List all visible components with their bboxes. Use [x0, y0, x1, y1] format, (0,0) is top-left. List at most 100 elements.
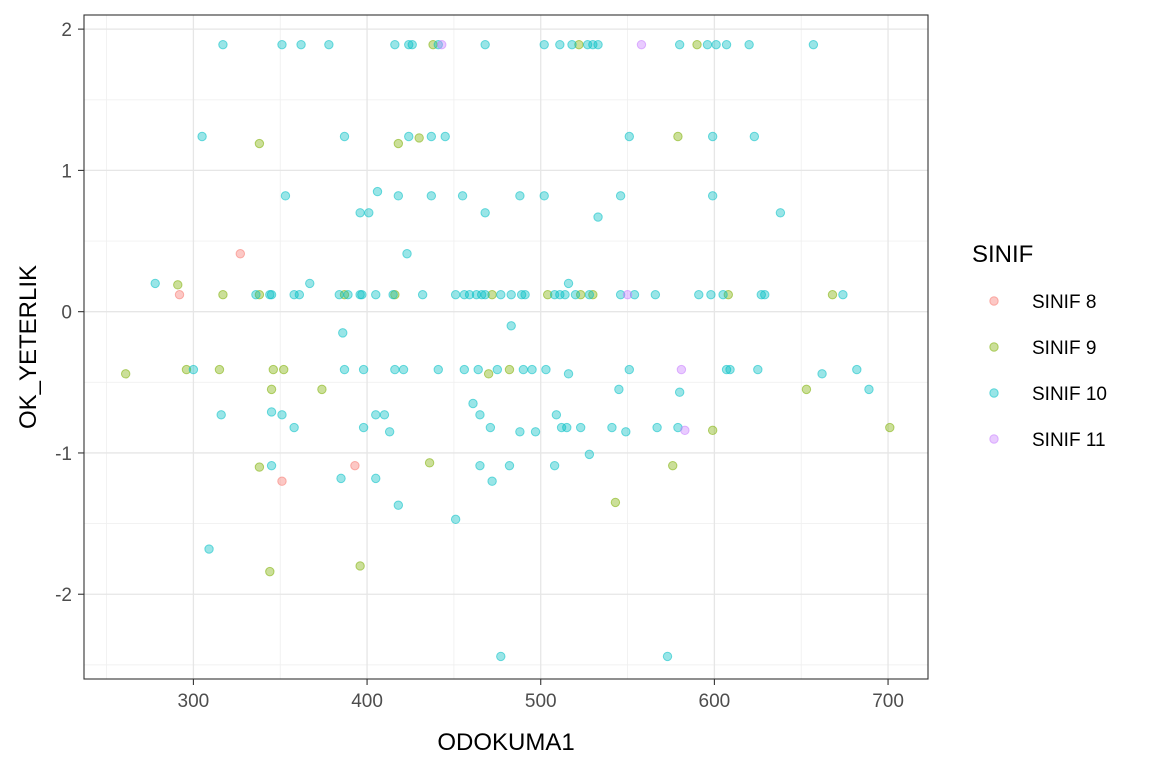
data-point: [674, 39, 685, 50]
data-point: [355, 208, 365, 218]
data-point: [636, 39, 647, 50]
data-point: [607, 422, 617, 433]
data-point: [706, 290, 716, 300]
data-point: [468, 398, 478, 409]
data-point: [265, 566, 275, 577]
data-point: [864, 384, 874, 395]
grid-minor: [84, 15, 928, 679]
data-point: [827, 290, 838, 300]
data-point: [188, 364, 199, 375]
data-point: [516, 290, 527, 300]
data-point: [721, 364, 732, 375]
data-point: [266, 384, 277, 395]
data-point: [707, 131, 718, 142]
data-point: [388, 290, 398, 300]
data-point: [277, 476, 287, 486]
data-point: [756, 290, 766, 300]
data-point: [629, 290, 640, 300]
data-point: [433, 39, 443, 50]
data-point: [338, 328, 348, 338]
data-point: [473, 364, 483, 375]
legend: SINIF SINIF 8 SINIF 9 SINIF 10 SINIF 11: [972, 241, 1107, 451]
data-point: [551, 410, 562, 420]
data-point: [539, 191, 549, 201]
data-point: [289, 422, 299, 433]
data-point: [393, 191, 404, 201]
data-point: [518, 364, 529, 375]
x-tick-label: 700: [872, 691, 904, 712]
data-point: [355, 561, 365, 571]
data-point: [343, 290, 353, 300]
data-point: [515, 427, 525, 437]
data-point: [296, 39, 306, 50]
panel-background: [84, 15, 928, 679]
data-point: [506, 321, 516, 331]
data-point: [721, 39, 732, 50]
data-point: [506, 290, 516, 300]
data-point: [266, 407, 277, 417]
data-point: [621, 427, 631, 437]
data-point: [371, 473, 381, 484]
data-point: [174, 290, 185, 300]
data-point: [480, 208, 490, 218]
data-point: [692, 39, 702, 50]
data-point: [181, 364, 192, 375]
data-point: [459, 290, 470, 300]
data-point: [426, 131, 437, 142]
data-point: [450, 514, 461, 525]
data-point: [555, 290, 565, 300]
data-point: [450, 290, 461, 300]
data-point: [530, 427, 541, 437]
data-point: [475, 460, 485, 471]
data-point: [364, 208, 374, 218]
data-point: [150, 278, 160, 289]
data-point: [407, 39, 417, 50]
data-point: [266, 290, 277, 300]
data-point: [662, 651, 673, 662]
data-point: [492, 364, 503, 375]
data-point: [622, 290, 633, 300]
data-point: [336, 473, 346, 484]
data-point: [358, 422, 369, 433]
data-point: [556, 422, 567, 433]
legend-key: [989, 296, 999, 306]
data-point: [801, 384, 812, 395]
data-point: [542, 290, 553, 300]
data-point: [504, 460, 515, 471]
data-point: [268, 364, 278, 375]
data-point: [324, 39, 334, 50]
data-point: [398, 364, 409, 375]
data-point: [459, 364, 470, 375]
data-point: [676, 364, 687, 375]
data-point: [417, 290, 428, 300]
data-point: [610, 497, 621, 508]
data-point: [480, 290, 490, 300]
data-point: [216, 410, 226, 420]
grid-major: [84, 15, 928, 679]
data-point: [334, 290, 344, 300]
data-point: [357, 290, 367, 300]
data-point: [582, 39, 593, 50]
data-point: [520, 290, 530, 300]
data-point: [279, 364, 289, 375]
x-axis: 300 400 500 600 700: [178, 679, 904, 712]
data-point: [390, 364, 400, 375]
data-point: [280, 191, 291, 201]
data-point: [254, 138, 265, 149]
data-point: [371, 410, 381, 420]
data-point: [652, 422, 662, 433]
y-tick-label: 2: [61, 20, 72, 41]
data-point: [393, 138, 404, 149]
data-point: [711, 39, 721, 50]
data-point: [753, 364, 763, 375]
legend-label: SINIF 10: [1032, 384, 1107, 405]
data-point: [838, 290, 848, 300]
y-tick-label: 1: [61, 161, 72, 182]
data-point: [197, 131, 207, 142]
data-point: [379, 410, 390, 420]
data-point: [294, 290, 305, 300]
data-point: [384, 427, 395, 437]
legend-key: [989, 388, 999, 398]
data-point: [480, 39, 490, 50]
data-point: [567, 39, 577, 50]
